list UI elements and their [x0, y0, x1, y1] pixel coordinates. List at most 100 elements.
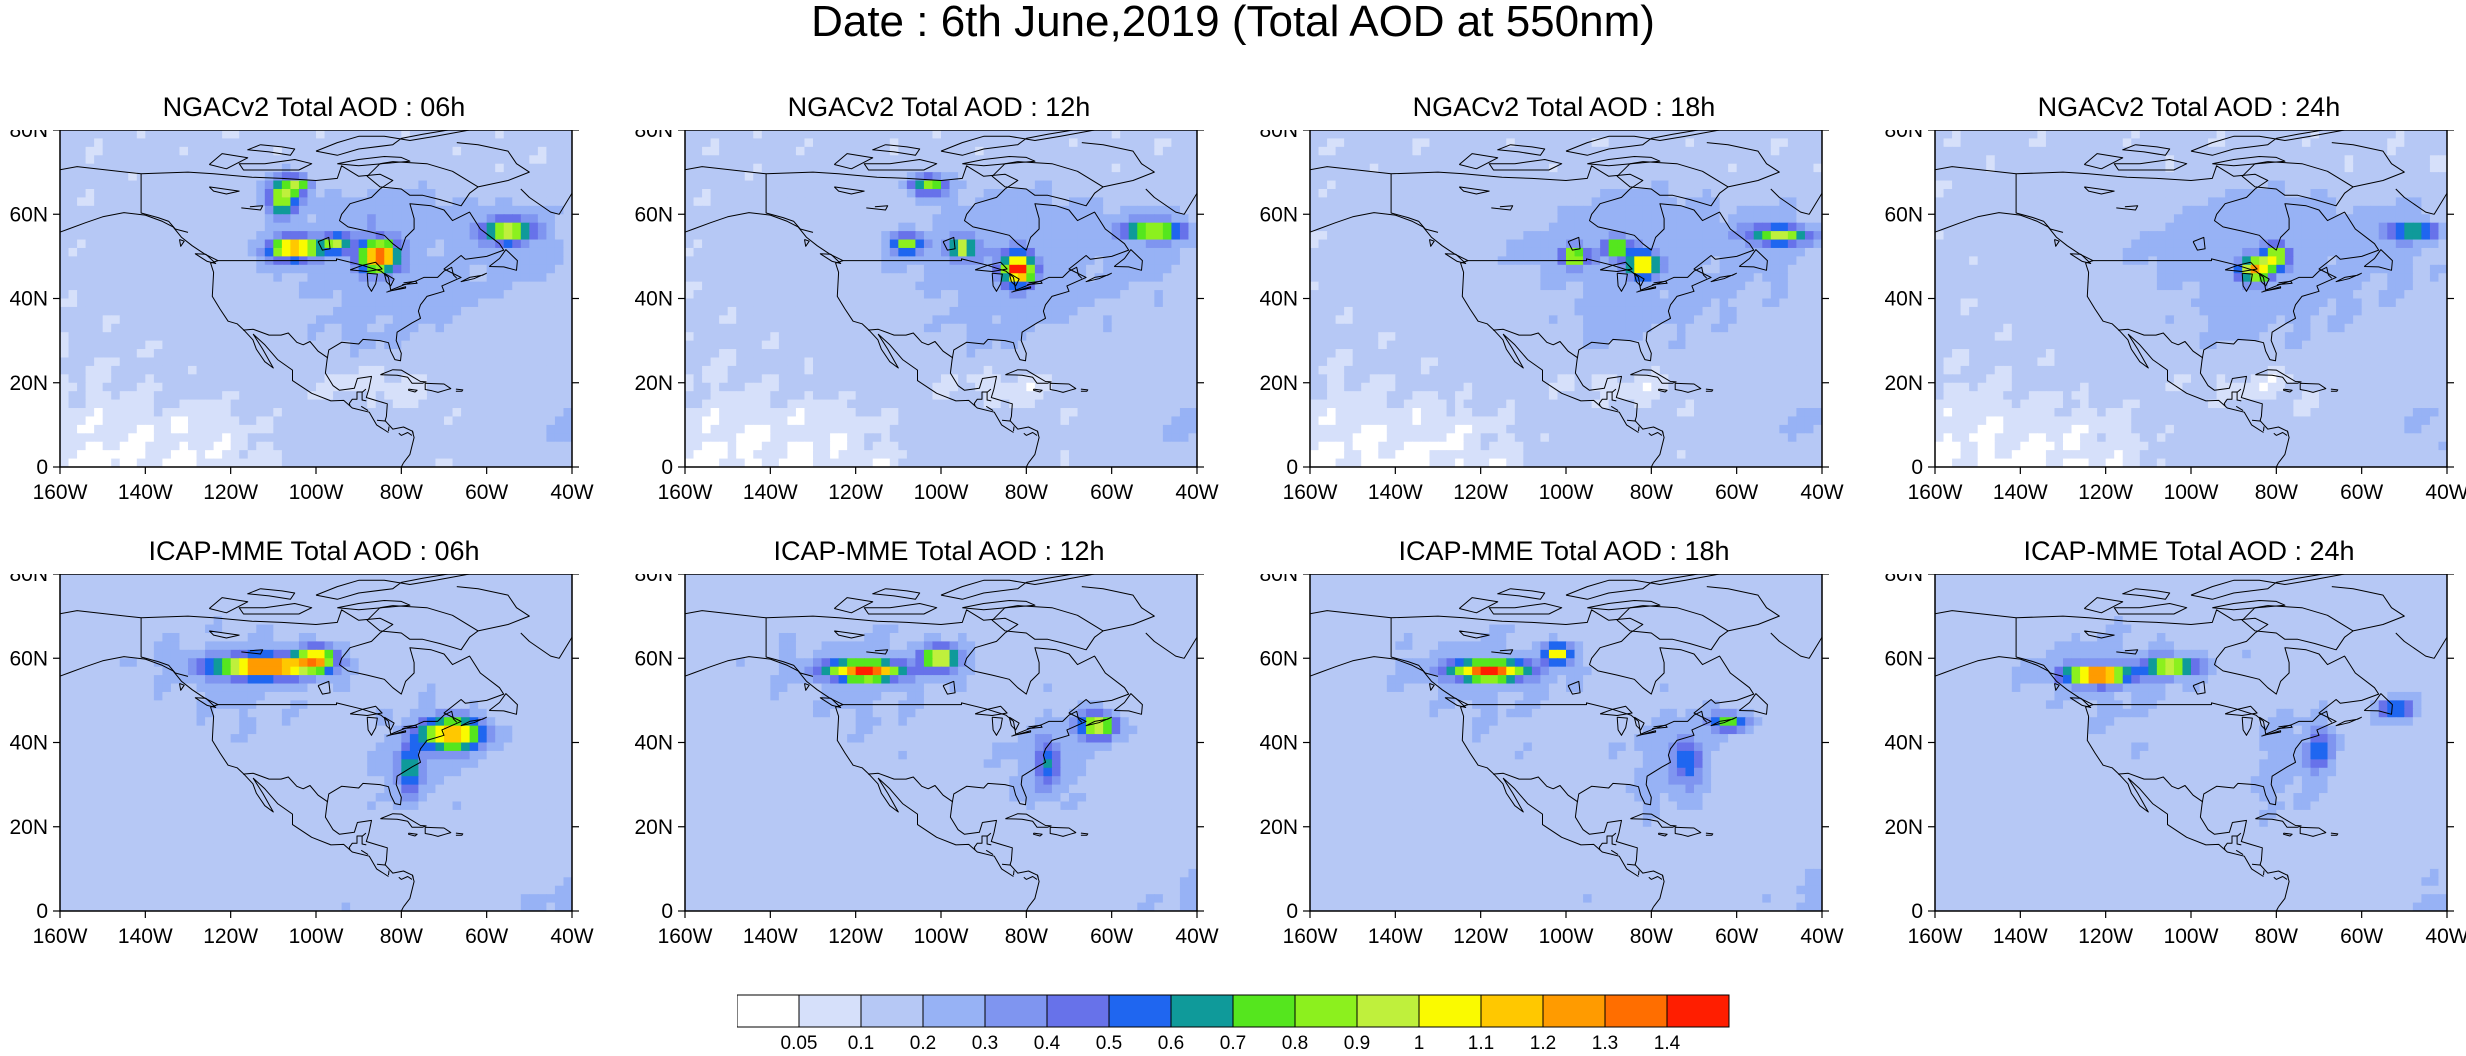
coastline-outline [1935, 130, 2447, 467]
lat-tick-label: 20N [634, 816, 673, 839]
map-axes [1928, 130, 2454, 474]
colorbar-swatch [798, 994, 862, 1028]
lon-tick-label: 40W [2425, 925, 2466, 948]
aod-field [60, 574, 572, 911]
panel-title: NGACv2 Total AOD : 18h [1412, 92, 1716, 122]
lon-tick-label: 40W [2425, 481, 2466, 504]
lon-tick-label: 100W [2164, 481, 2219, 504]
colorbar-swatch [1356, 994, 1420, 1028]
lat-tick-label: 40N [9, 732, 48, 755]
aod-colorbar: 0.05 0.1 0.2 0.3 0.4 0.5 0.6 0.7 0.8 0.9 1 1.1 1.2 1.… [737, 994, 1730, 1052]
lat-tick-label: 20N [634, 372, 673, 395]
lon-tick-label: 80W [380, 481, 423, 504]
colorbar-label: 0.3 [972, 1033, 998, 1052]
lon-tick-label: 40W [550, 925, 593, 948]
colorbar-label: 0.8 [1282, 1033, 1308, 1052]
colorbar-swatch [1232, 994, 1296, 1028]
lon-tick-label: 140W [118, 925, 173, 948]
lat-tick-label: 60N [1884, 203, 1923, 226]
lat-tick-label: 20N [1884, 816, 1923, 839]
lat-tick-label: 80N [1884, 130, 1923, 142]
lat-tick-label: 60N [9, 203, 48, 226]
lon-tick-label: 60W [465, 925, 508, 948]
lat-tick-label: 80N [634, 130, 673, 142]
lon-tick-label: 140W [1368, 481, 1423, 504]
panel-title: NGACv2 Total AOD : 12h [787, 92, 1091, 122]
map-axes [1303, 130, 1829, 474]
lon-tick-label: 60W [1715, 925, 1758, 948]
coastline-outline [60, 574, 572, 911]
lon-tick-label: 140W [1993, 925, 2048, 948]
lon-tick-label: 80W [1005, 925, 1048, 948]
aod-map: 0 20N 40N 60N 80N 160W 140W 120W 100W 80W 60W 40W [634, 130, 1219, 504]
colorbar-swatch [1046, 994, 1110, 1028]
lon-tick-label: 160W [1908, 925, 1963, 948]
colorbar-label: 1.2 [1530, 1033, 1556, 1052]
colorbar-label: 0.2 [910, 1033, 936, 1052]
colorbar-swatch [1170, 994, 1234, 1028]
lat-tick-label: 40N [1259, 288, 1298, 311]
lat-tick-label: 0 [1911, 456, 1923, 479]
panel-title: ICAP-MME Total AOD : 12h [773, 536, 1105, 566]
lon-tick-label: 140W [743, 925, 798, 948]
map-axes [53, 574, 579, 918]
lon-tick-label: 40W [1800, 925, 1843, 948]
lon-tick-label: 160W [1283, 481, 1338, 504]
lon-tick-label: 80W [2255, 925, 2298, 948]
aod-map: 0 20N 40N 60N 80N 160W 140W 120W 100W 80W 60W 40W [634, 574, 1219, 948]
lon-tick-label: 40W [1800, 481, 1843, 504]
aod-field [685, 574, 1197, 911]
lat-tick-label: 0 [1911, 900, 1923, 923]
lon-tick-label: 60W [465, 481, 508, 504]
panel-title: ICAP-MME Total AOD : 18h [1398, 536, 1730, 566]
map-axes [678, 574, 1204, 918]
lon-tick-label: 120W [203, 925, 258, 948]
figure-title: Date : 6th June,2019 (Total AOD at 550nm… [811, 0, 1655, 46]
lon-tick-label: 160W [33, 925, 88, 948]
lat-tick-label: 40N [1884, 732, 1923, 755]
colorbar-swatch [737, 994, 800, 1028]
coastline-outline [1935, 574, 2447, 911]
lon-tick-label: 80W [1630, 925, 1673, 948]
colorbar-swatch [1294, 994, 1358, 1028]
colorbar-label: 0.4 [1034, 1033, 1061, 1052]
lon-tick-label: 160W [658, 481, 713, 504]
coastline-outline [685, 574, 1197, 911]
lon-tick-label: 100W [1539, 481, 1594, 504]
map-axes [678, 130, 1204, 474]
lat-tick-label: 80N [1884, 574, 1923, 586]
panel-title: ICAP-MME Total AOD : 06h [148, 536, 480, 566]
colorbar-swatch [860, 994, 924, 1028]
lat-tick-label: 80N [9, 130, 48, 142]
lon-tick-label: 120W [828, 925, 883, 948]
colorbar-swatch [984, 994, 1048, 1028]
map-panel: ICAP-MME Total AOD : 06h 0 20N 40N 60N 80N 160… [0, 536, 632, 963]
colorbar-label: 1.1 [1468, 1033, 1494, 1052]
lat-tick-label: 80N [1259, 130, 1298, 142]
lon-tick-label: 160W [33, 481, 88, 504]
lon-tick-label: 140W [743, 481, 798, 504]
lat-tick-label: 20N [1259, 816, 1298, 839]
aod-map: 0 20N 40N 60N 80N 160W 140W 120W 100W 80W 60W 40W [9, 574, 594, 948]
lon-tick-label: 160W [1283, 925, 1338, 948]
lat-tick-label: 60N [1259, 647, 1298, 670]
lon-tick-label: 80W [1005, 481, 1048, 504]
coastline-outline [60, 130, 572, 467]
lat-tick-label: 40N [1884, 288, 1923, 311]
coastline-outline [1310, 130, 1822, 467]
aod-map: 0 20N 40N 60N 80N 160W 140W 120W 100W 80W 60W 40W [1884, 574, 2466, 948]
map-panel: ICAP-MME Total AOD : 24h 0 20N 40N 60N 80N 160… [1875, 536, 2466, 963]
lat-tick-label: 0 [1286, 900, 1298, 923]
lon-tick-label: 100W [289, 481, 344, 504]
aod-map: 0 20N 40N 60N 80N 160W 140W 120W 100W 80W 60W 40W [1884, 130, 2466, 504]
aod-map: 0 20N 40N 60N 80N 160W 140W 120W 100W 80W 60W 40W [9, 130, 594, 504]
lat-tick-label: 80N [9, 574, 48, 586]
colorbar-label: 0.7 [1220, 1033, 1246, 1052]
lon-tick-label: 40W [550, 481, 593, 504]
coastline-outline [1310, 574, 1822, 911]
lat-tick-label: 40N [634, 732, 673, 755]
aod-field [1935, 130, 2447, 467]
lon-tick-label: 120W [2078, 481, 2133, 504]
lat-tick-label: 0 [1286, 456, 1298, 479]
lon-tick-label: 140W [1368, 925, 1423, 948]
